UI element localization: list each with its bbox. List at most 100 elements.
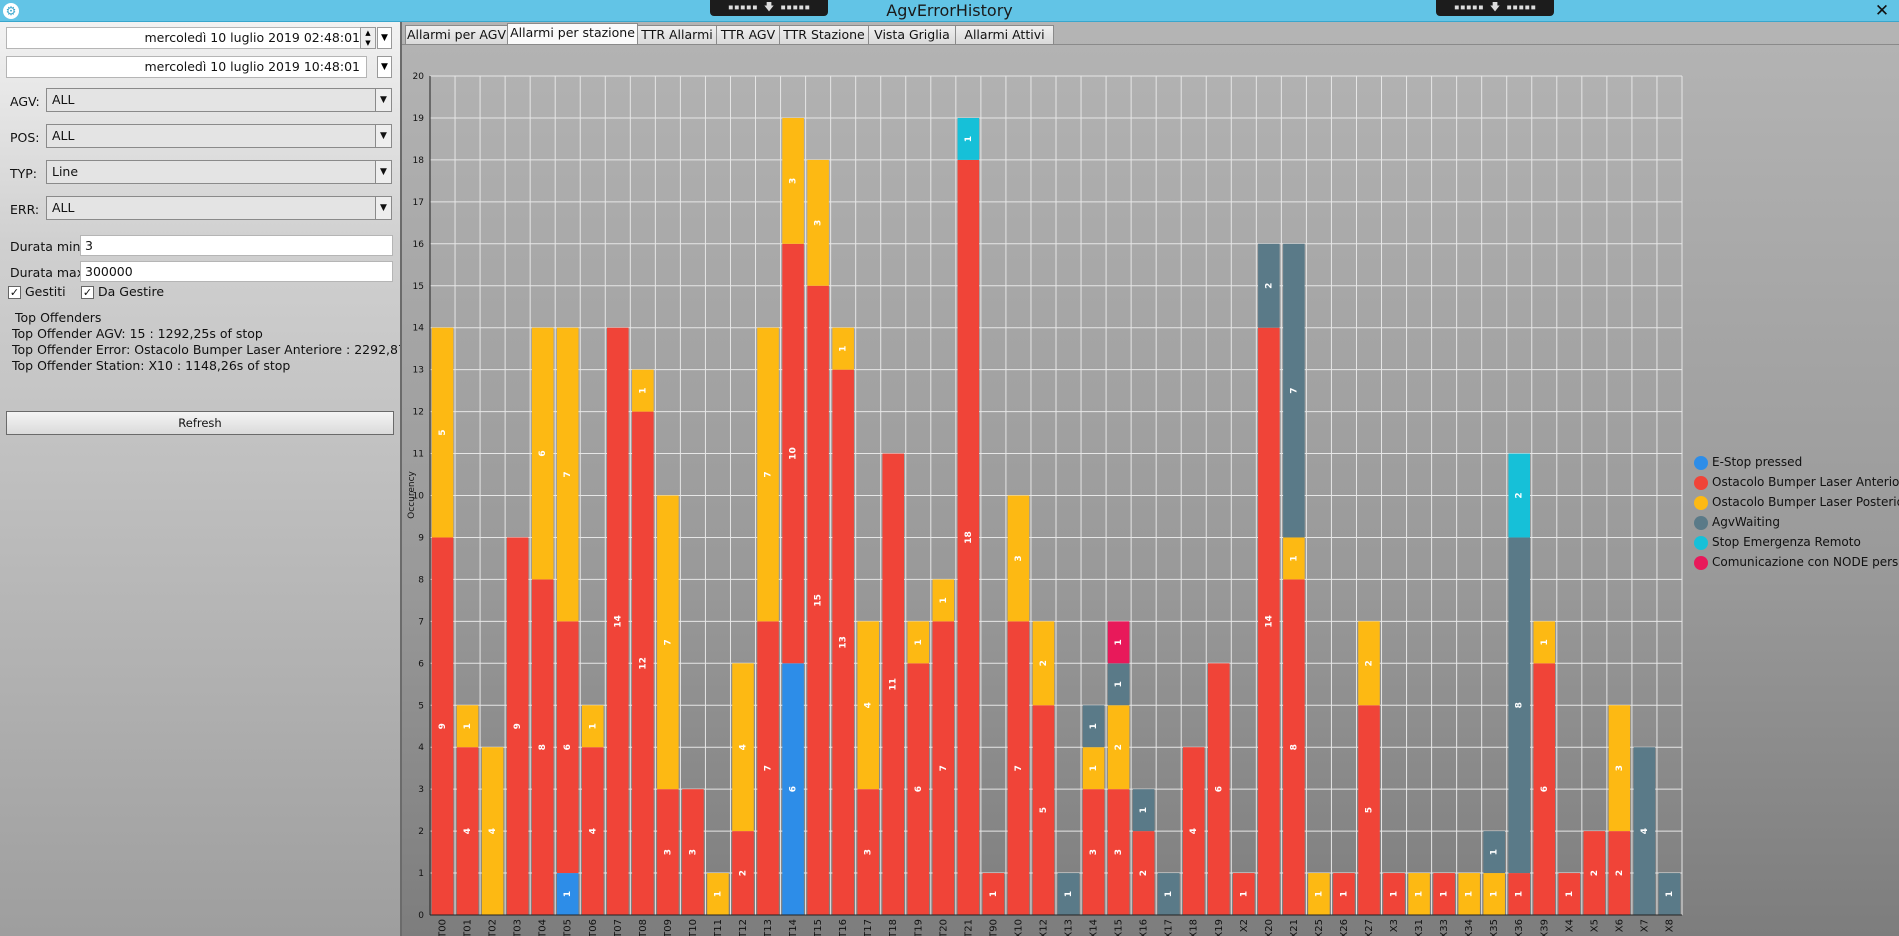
legend-label: Ostacolo Bumper Laser Posteriore xyxy=(1712,495,1899,509)
data-label: 2 xyxy=(1515,492,1525,498)
tab-allarmi-per-stazione[interactable]: Allarmi per stazione xyxy=(507,23,638,45)
date-from-picker[interactable]: mercoledì 10 luglio 2019 02:48:01 xyxy=(6,27,367,49)
data-label: 4 xyxy=(588,828,598,834)
bar-segment xyxy=(932,579,955,622)
data-label: 7 xyxy=(563,471,573,477)
x-tick-label: ST01 xyxy=(463,919,474,936)
data-label: 8 xyxy=(1515,702,1525,708)
bar-segment xyxy=(907,663,930,915)
bar-segment xyxy=(1483,873,1505,915)
bar-segment xyxy=(1132,789,1155,832)
x-tick-label: ST00 xyxy=(438,919,449,936)
durata-max-field[interactable]: 300000 xyxy=(80,261,393,282)
chevron-down-icon[interactable]: ▼ xyxy=(377,56,392,78)
bar-segment xyxy=(657,789,679,915)
data-label: 5 xyxy=(1039,807,1049,813)
data-label: 11 xyxy=(889,678,899,691)
durata-min-field[interactable]: 3 xyxy=(80,235,393,256)
err-select[interactable]: ALL ▼ xyxy=(46,196,392,220)
bar-segment xyxy=(1308,873,1330,915)
data-label: 3 xyxy=(864,849,874,855)
bar-segment xyxy=(1233,873,1255,915)
typ-select[interactable]: Line ▼ xyxy=(46,160,392,184)
bar-segment xyxy=(1032,621,1055,706)
tab-allarmi-attivi[interactable]: Allarmi Attivi xyxy=(955,25,1054,45)
data-label: 1 xyxy=(713,891,723,897)
legend-label: E-Stop pressed xyxy=(1712,455,1803,469)
x-tick-label: X4 xyxy=(1564,919,1575,932)
tab-vista-griglia[interactable]: Vista Griglia xyxy=(868,25,956,45)
data-label: 1 xyxy=(1515,891,1525,897)
x-tick-label: ST11 xyxy=(713,919,724,936)
y-tick-label: 20 xyxy=(413,72,425,82)
data-label: 1 xyxy=(1164,891,1174,897)
close-button[interactable]: ✕ xyxy=(1874,1,1890,21)
bar-segment xyxy=(431,327,454,538)
y-tick-label: 12 xyxy=(413,408,424,418)
tab-ttr-stazione[interactable]: TTR Stazione xyxy=(779,25,869,45)
tab-allarmi-per-agv[interactable]: Allarmi per AGV xyxy=(405,25,508,45)
data-label: 10 xyxy=(789,447,799,460)
chevron-down-icon[interactable]: ▼ xyxy=(375,89,391,111)
chevron-down-icon[interactable]: ▼ xyxy=(375,197,391,219)
data-label: 2 xyxy=(739,870,749,876)
refresh-button[interactable]: Refresh xyxy=(6,411,394,435)
legend-label: Stop Emergenza Remoto xyxy=(1712,535,1861,549)
x-tick-label: ST13 xyxy=(763,919,774,936)
data-label: 2 xyxy=(1039,660,1049,666)
bar-segment xyxy=(1258,243,1280,328)
tab-ttr-allarmi[interactable]: TTR Allarmi xyxy=(637,25,717,45)
bar-segment xyxy=(607,327,629,915)
gestiti-label: Gestiti xyxy=(25,284,66,299)
bar-segment xyxy=(857,789,879,915)
bar-segment xyxy=(1433,873,1455,915)
durata-min-label: Durata min: xyxy=(10,239,85,254)
dock-handle-icon[interactable]: ▪▪▪▪▪ 🡇 ▪▪▪▪▪ xyxy=(710,0,828,16)
legend-swatch xyxy=(1694,516,1708,530)
data-label: 1 xyxy=(1490,891,1500,897)
legend-label: Ostacolo Bumper Laser Anteriore xyxy=(1712,475,1899,489)
date-to-picker[interactable]: mercoledì 10 luglio 2019 10:48:01 xyxy=(6,56,367,78)
legend-swatch xyxy=(1694,556,1708,570)
chevron-down-icon[interactable]: ▼ xyxy=(375,125,391,147)
gestiti-checkbox[interactable]: ✓ xyxy=(8,286,21,299)
bar-segment xyxy=(1082,705,1105,748)
pos-select[interactable]: ALL ▼ xyxy=(46,124,392,148)
bar-segment xyxy=(581,705,604,748)
y-tick-label: 2 xyxy=(418,827,424,837)
x-tick-label: ST20 xyxy=(938,919,949,936)
legend-swatch xyxy=(1694,496,1708,510)
tab-divider xyxy=(402,44,1899,45)
chevron-down-icon[interactable]: ▼ xyxy=(377,27,392,49)
y-tick-label: 6 xyxy=(418,659,424,669)
bar-segment xyxy=(882,453,905,915)
y-tick-label: 10 xyxy=(413,492,425,502)
legend-item: AgvWaiting xyxy=(1692,512,1897,532)
dock-handle-icon[interactable]: ▪▪▪▪▪ 🡇 ▪▪▪▪▪ xyxy=(1436,0,1554,16)
chart-legend: E-Stop pressed Ostacolo Bumper Laser Ant… xyxy=(1692,452,1899,572)
bar-segment xyxy=(1533,663,1556,915)
date-from-spinner[interactable]: ▲ ▼ xyxy=(360,27,376,49)
bar-segment xyxy=(657,495,679,790)
data-label: 6 xyxy=(538,450,548,456)
y-tick-label: 17 xyxy=(413,198,424,208)
x-tick-label: X7 xyxy=(1639,919,1650,932)
agv-select[interactable]: ALL ▼ xyxy=(46,88,392,112)
x-tick-label: X18 xyxy=(1189,919,1200,936)
x-tick-label: X36 xyxy=(1514,919,1525,936)
data-label: 7 xyxy=(764,765,774,771)
x-tick-label: X21 xyxy=(1289,919,1300,936)
filter-panel: mercoledì 10 luglio 2019 02:48:01 ▲ ▼ ▼ m… xyxy=(0,22,459,936)
x-tick-label: ST09 xyxy=(663,919,674,936)
bar-segment xyxy=(1608,831,1631,915)
data-label: 1 xyxy=(1089,723,1099,729)
title-bar[interactable]: ⚙ AgvErrorHistory ▪▪▪▪▪ 🡇 ▪▪▪▪▪ ▪▪▪▪▪ 🡇 … xyxy=(0,0,1899,22)
tab-ttr-agv[interactable]: TTR AGV xyxy=(716,25,780,45)
chevron-down-icon[interactable]: ▼ xyxy=(375,161,391,183)
data-label: 2 xyxy=(1114,744,1124,750)
x-tick-label: ST04 xyxy=(538,919,549,936)
x-tick-label: ST18 xyxy=(888,919,899,936)
y-tick-label: 3 xyxy=(418,785,424,795)
da-gestire-checkbox[interactable]: ✓ xyxy=(81,286,94,299)
panel-splitter[interactable] xyxy=(400,22,402,936)
